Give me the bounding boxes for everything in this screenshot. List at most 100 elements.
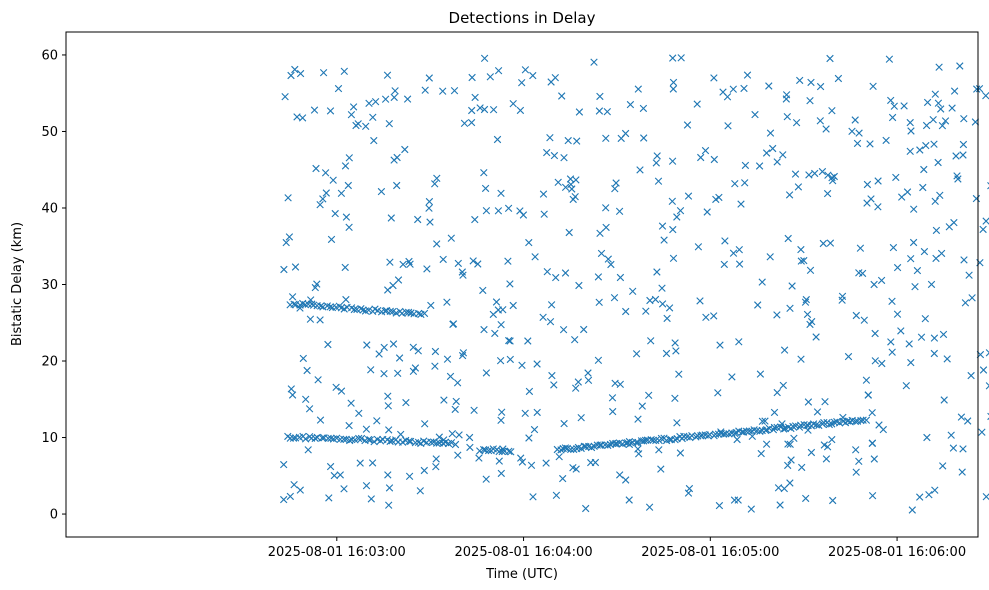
x-tick-label: 2025-08-01 16:06:00 (828, 545, 966, 560)
detection-point (425, 204, 433, 212)
detection-point (693, 100, 701, 108)
detection-point (673, 213, 681, 221)
detection-point (658, 222, 667, 230)
detection-point (547, 301, 556, 309)
detection-point (735, 260, 744, 268)
detection-point (431, 180, 439, 188)
detection-point (318, 434, 326, 442)
detection-point (858, 269, 867, 278)
detection-point (829, 177, 837, 185)
detection-point (552, 273, 560, 282)
detection-point (791, 170, 800, 178)
detection-point (929, 116, 937, 124)
detection-point (973, 85, 981, 93)
detection-point (622, 476, 630, 484)
detection-point (492, 298, 501, 306)
detection-point (740, 84, 748, 93)
detection-point (564, 136, 572, 145)
detection-point (319, 195, 327, 203)
detection-point (340, 435, 348, 443)
detection-point (282, 238, 290, 247)
detection-point (446, 372, 455, 381)
detection-point (409, 343, 417, 351)
detection-point (773, 388, 781, 397)
detection-point (655, 446, 663, 454)
detection-point (816, 117, 824, 125)
detection-point (672, 347, 680, 355)
detection-point (561, 269, 570, 277)
detection-point (616, 273, 625, 282)
detection-point (584, 376, 593, 384)
detection-point (616, 471, 624, 479)
detection-point (947, 431, 955, 439)
detection-point (497, 189, 505, 197)
detection-point (948, 104, 956, 112)
detection-point (935, 63, 943, 71)
detection-point (401, 145, 409, 154)
detection-point (426, 218, 434, 226)
detection-point (482, 475, 490, 483)
detection-point (800, 256, 808, 265)
detection-point (943, 355, 951, 363)
detection-point (897, 327, 905, 335)
detection-point (281, 93, 289, 101)
detection-point (621, 129, 630, 138)
detection-point (316, 201, 324, 209)
detection-point (812, 421, 820, 429)
detection-point (735, 338, 743, 346)
detection-point (509, 100, 517, 108)
detection-point (770, 408, 779, 417)
detection-point (298, 114, 307, 122)
detection-point (654, 177, 663, 185)
detection-point (864, 391, 872, 399)
detection-point (366, 436, 374, 444)
detection-point (486, 73, 494, 81)
detection-point (319, 69, 328, 77)
detection-point (480, 169, 488, 177)
detection-point (911, 283, 919, 291)
detection-point (505, 447, 513, 455)
detection-point (816, 82, 825, 91)
detection-point (741, 161, 750, 170)
detection-point (506, 280, 514, 288)
detection-point (789, 422, 797, 431)
detection-point (574, 378, 582, 386)
detection-point (476, 104, 484, 112)
detection-point (443, 298, 451, 306)
detection-point (375, 350, 383, 358)
detection-point (498, 447, 506, 456)
detection-point (634, 445, 642, 453)
detection-point (402, 398, 410, 407)
detection-point (828, 107, 836, 115)
detection-point (663, 314, 671, 323)
detection-point (853, 139, 862, 148)
detection-point (458, 268, 466, 276)
detection-point (611, 379, 619, 387)
detection-point (584, 369, 592, 377)
detection-point (949, 444, 958, 452)
detection-point (907, 255, 915, 263)
detection-point (359, 306, 367, 314)
detection-point (529, 71, 537, 80)
detection-point (439, 87, 447, 95)
detection-point (454, 259, 462, 268)
detection-point (673, 419, 681, 427)
detection-point (668, 157, 677, 165)
detection-point (930, 334, 939, 342)
detection-point (629, 287, 637, 295)
detection-point (370, 136, 378, 145)
detection-point (524, 337, 532, 345)
detection-point (385, 120, 393, 128)
detection-point (440, 396, 448, 404)
detection-point (369, 113, 377, 121)
detection-point (355, 434, 363, 443)
detection-point (615, 207, 624, 215)
detection-point (778, 420, 786, 428)
detection-point (825, 420, 833, 429)
detection-point (645, 503, 654, 511)
detection-point (459, 349, 468, 357)
detection-point (671, 436, 679, 444)
detection-point (863, 180, 872, 189)
detection-point (922, 141, 930, 150)
detection-point (356, 459, 364, 467)
